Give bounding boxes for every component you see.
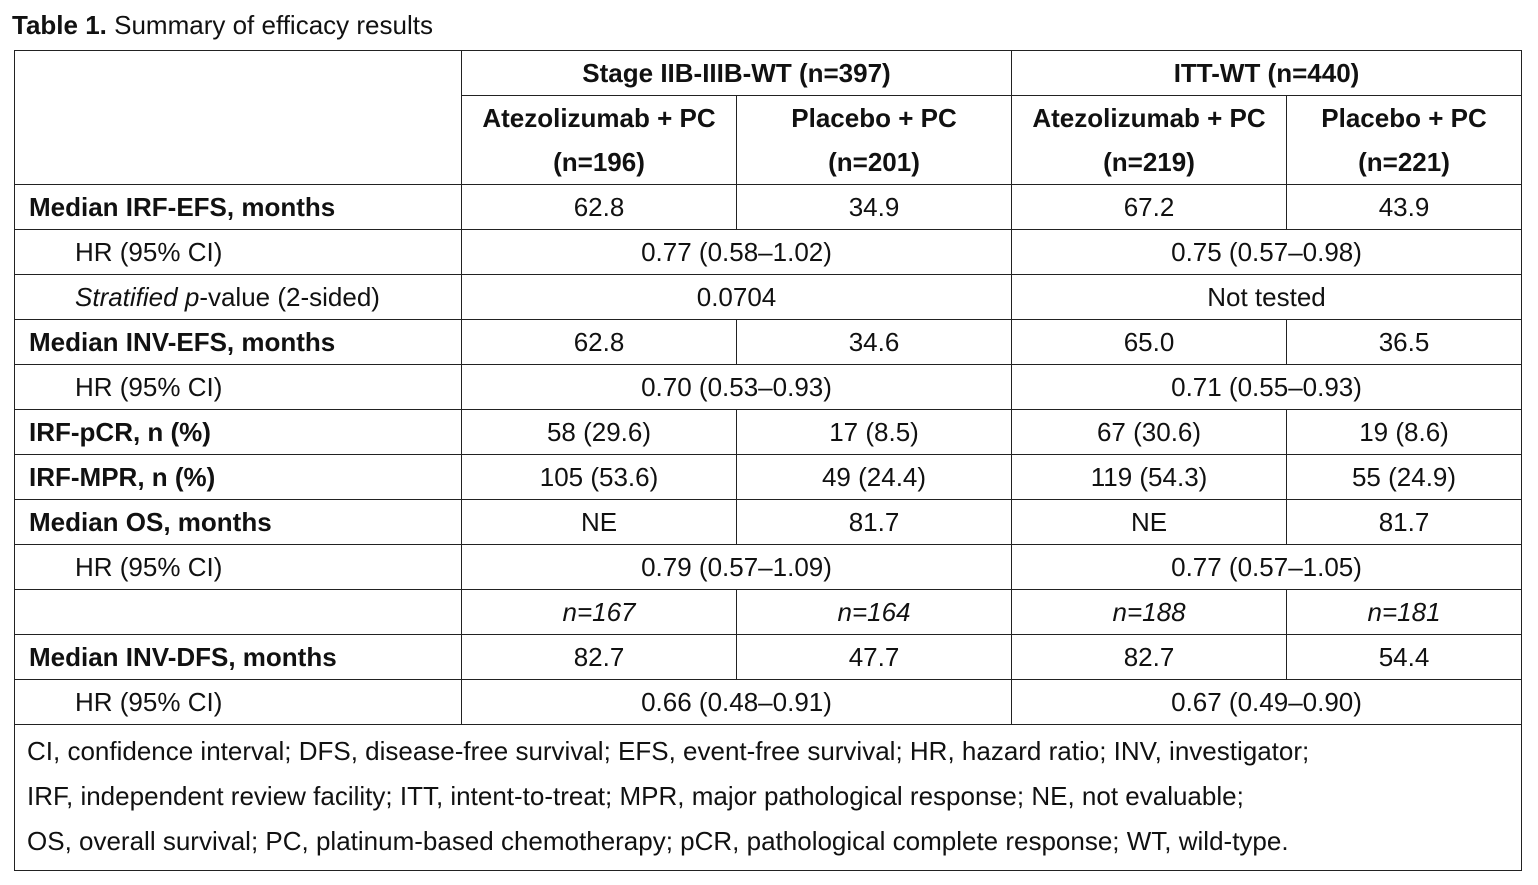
table-caption-text: Summary of efficacy results <box>114 10 433 40</box>
row-sublabel-italic-p: p <box>184 281 200 312</box>
data-cell: 0.67 (0.49–0.90) <box>1011 679 1523 725</box>
header-arm-cell: Placebo + PC (n=201) <box>735 95 1013 185</box>
header-arm-cell: Atezolizumab + PC (n=196) <box>461 95 737 185</box>
header-group-stage: Stage IIB-IIIB-WT (n=397) <box>460 50 1013 96</box>
data-cell: 82.7 <box>461 634 737 680</box>
header-arm-name: Atezolizumab + PC <box>1032 103 1266 133</box>
row-sublabel: Stratified p-value (2-sided) <box>14 274 462 320</box>
header-arm-n: (n=219) <box>1103 147 1195 177</box>
row-label <box>14 589 462 635</box>
row-sublabel-italic: Stratified <box>75 281 178 312</box>
table-row: HR (95% CI) 0.77 (0.58–1.02) 0.75 (0.57–… <box>14 229 1523 275</box>
header-arm-name: Placebo + PC <box>1321 103 1487 133</box>
row-sublabel: HR (95% CI) <box>14 544 462 590</box>
header-arm-cell: Placebo + PC (n=221) <box>1286 95 1523 185</box>
table-caption: Table 1. Summary of efficacy results <box>12 8 433 42</box>
table-row: Median IRF-EFS, months 62.8 34.9 67.2 43… <box>14 184 1523 230</box>
data-cell: 62.8 <box>461 184 737 230</box>
data-cell: 105 (53.6) <box>461 454 737 500</box>
data-cell: 0.0704 <box>460 274 1013 320</box>
row-label: Median INV-EFS, months <box>14 319 462 365</box>
footnote-line: OS, overall survival; PC, platinum-based… <box>27 826 1289 856</box>
data-cell: 34.6 <box>735 319 1013 365</box>
data-cell: 62.8 <box>461 319 737 365</box>
footnote: CI, confidence interval; DFS, disease-fr… <box>13 724 1523 871</box>
row-label: IRF-pCR, n (%) <box>14 409 462 455</box>
data-cell: n=181 <box>1286 589 1523 635</box>
header-group-itt: ITT-WT (n=440) <box>1011 50 1523 96</box>
data-cell: 58 (29.6) <box>461 409 737 455</box>
table-row: IRF-pCR, n (%) 58 (29.6) 17 (8.5) 67 (30… <box>14 409 1523 455</box>
table-row: IRF-MPR, n (%) 105 (53.6) 49 (24.4) 119 … <box>14 454 1523 500</box>
row-sublabel: HR (95% CI) <box>14 679 462 725</box>
table-row: Median INV-EFS, months 62.8 34.6 65.0 36… <box>14 319 1523 365</box>
data-cell: 81.7 <box>1286 499 1523 545</box>
data-cell: 81.7 <box>735 499 1013 545</box>
data-cell: 0.66 (0.48–0.91) <box>460 679 1013 725</box>
data-cell: 34.9 <box>735 184 1013 230</box>
row-sublabel-rest: -value (2-sided) <box>199 281 380 312</box>
header-arm-n: (n=196) <box>553 147 645 177</box>
data-cell: 55 (24.9) <box>1286 454 1523 500</box>
data-cell: 0.79 (0.57–1.09) <box>460 544 1013 590</box>
data-cell: 19 (8.6) <box>1286 409 1523 455</box>
data-cell: NE <box>461 499 737 545</box>
data-cell: 0.70 (0.53–0.93) <box>460 364 1013 410</box>
header-arm-cell: Atezolizumab + PC (n=219) <box>1011 95 1288 185</box>
table-row: n=167 n=164 n=188 n=181 <box>14 589 1523 635</box>
data-cell: 67 (30.6) <box>1011 409 1288 455</box>
header-row-groups: Stage IIB-IIIB-WT (n=397) ITT-WT (n=440) <box>14 50 1523 185</box>
data-cell: 82.7 <box>1011 634 1288 680</box>
footnote-line: IRF, independent review facility; ITT, i… <box>27 781 1244 811</box>
table-row: Median INV-DFS, months 82.7 47.7 82.7 54… <box>14 634 1523 680</box>
data-cell: n=164 <box>735 589 1013 635</box>
data-cell: n=167 <box>461 589 737 635</box>
table-caption-label: Table 1. <box>12 10 107 40</box>
data-cell: 49 (24.4) <box>735 454 1013 500</box>
table-row: Stratified p-value (2-sided) 0.0704 Not … <box>14 274 1523 320</box>
data-cell: 0.77 (0.58–1.02) <box>460 229 1013 275</box>
efficacy-table: Stage IIB-IIIB-WT (n=397) ITT-WT (n=440)… <box>13 50 1523 871</box>
data-cell: Not tested <box>1011 274 1523 320</box>
table-row: HR (95% CI) 0.70 (0.53–0.93) 0.71 (0.55–… <box>14 364 1523 410</box>
header-arm-name: Atezolizumab + PC <box>482 103 716 133</box>
row-sublabel: HR (95% CI) <box>14 364 462 410</box>
footnote-line: CI, confidence interval; DFS, disease-fr… <box>27 736 1310 766</box>
data-cell: 47.7 <box>735 634 1013 680</box>
data-cell: 67.2 <box>1011 184 1288 230</box>
row-label: IRF-MPR, n (%) <box>14 454 462 500</box>
header-row-arms: Atezolizumab + PC (n=196) Placebo + PC (… <box>15 95 1523 185</box>
footnote-row: CI, confidence interval; DFS, disease-fr… <box>13 724 1523 871</box>
header-empty-cell <box>14 50 462 185</box>
data-cell: 0.77 (0.57–1.05) <box>1011 544 1523 590</box>
data-cell: 65.0 <box>1011 319 1288 365</box>
header-arm-name: Placebo + PC <box>791 103 957 133</box>
data-cell: 54.4 <box>1286 634 1523 680</box>
row-sublabel-space <box>178 282 185 312</box>
header-arm-n: (n=221) <box>1358 147 1450 177</box>
row-label: Median INV-DFS, months <box>14 634 462 680</box>
table-row: HR (95% CI) 0.79 (0.57–1.09) 0.77 (0.57–… <box>14 544 1523 590</box>
data-cell: 119 (54.3) <box>1011 454 1288 500</box>
row-sublabel: HR (95% CI) <box>14 229 462 275</box>
row-label: Median IRF-EFS, months <box>14 184 462 230</box>
data-cell: 43.9 <box>1286 184 1523 230</box>
data-cell: 0.71 (0.55–0.93) <box>1011 364 1523 410</box>
data-cell: NE <box>1011 499 1288 545</box>
table-row: HR (95% CI) 0.66 (0.48–0.91) 0.67 (0.49–… <box>14 679 1523 725</box>
data-cell: n=188 <box>1011 589 1288 635</box>
data-cell: 36.5 <box>1286 319 1523 365</box>
table-row: Median OS, months NE 81.7 NE 81.7 <box>14 499 1523 545</box>
data-cell: 17 (8.5) <box>735 409 1013 455</box>
header-arm-n: (n=201) <box>828 147 920 177</box>
data-cell: 0.75 (0.57–0.98) <box>1011 229 1523 275</box>
row-label: Median OS, months <box>14 499 462 545</box>
